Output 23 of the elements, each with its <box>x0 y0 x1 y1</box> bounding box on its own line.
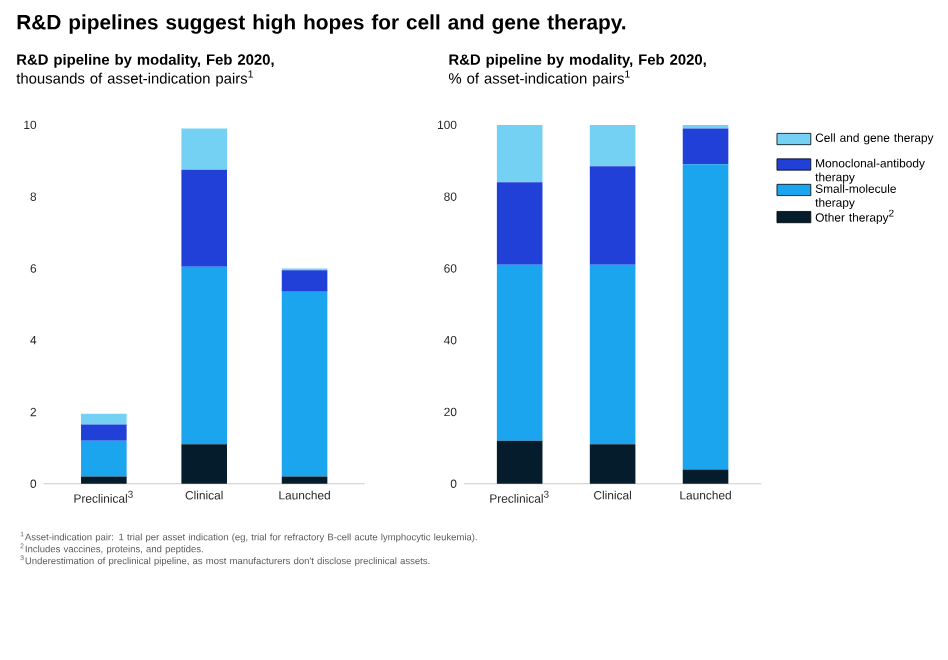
bar <box>181 128 227 170</box>
bar <box>682 128 729 165</box>
bar <box>181 266 227 445</box>
bar <box>281 476 328 484</box>
bar <box>496 124 543 183</box>
bar <box>81 413 127 425</box>
bar <box>81 476 127 484</box>
bar <box>682 469 729 484</box>
bar <box>589 166 636 265</box>
bar <box>281 291 328 477</box>
bar <box>181 444 227 484</box>
bar <box>589 264 636 445</box>
bar <box>81 424 127 441</box>
bar <box>281 270 328 292</box>
text: R&D pipelines suggest high hopes for cell and gene therapy. <box>17 14 626 34</box>
bar <box>496 182 543 265</box>
bar <box>589 444 636 484</box>
bar <box>682 164 729 470</box>
bar <box>496 264 543 441</box>
bar <box>181 169 227 267</box>
bar <box>496 440 543 484</box>
bar <box>81 440 127 477</box>
bar <box>589 124 636 167</box>
